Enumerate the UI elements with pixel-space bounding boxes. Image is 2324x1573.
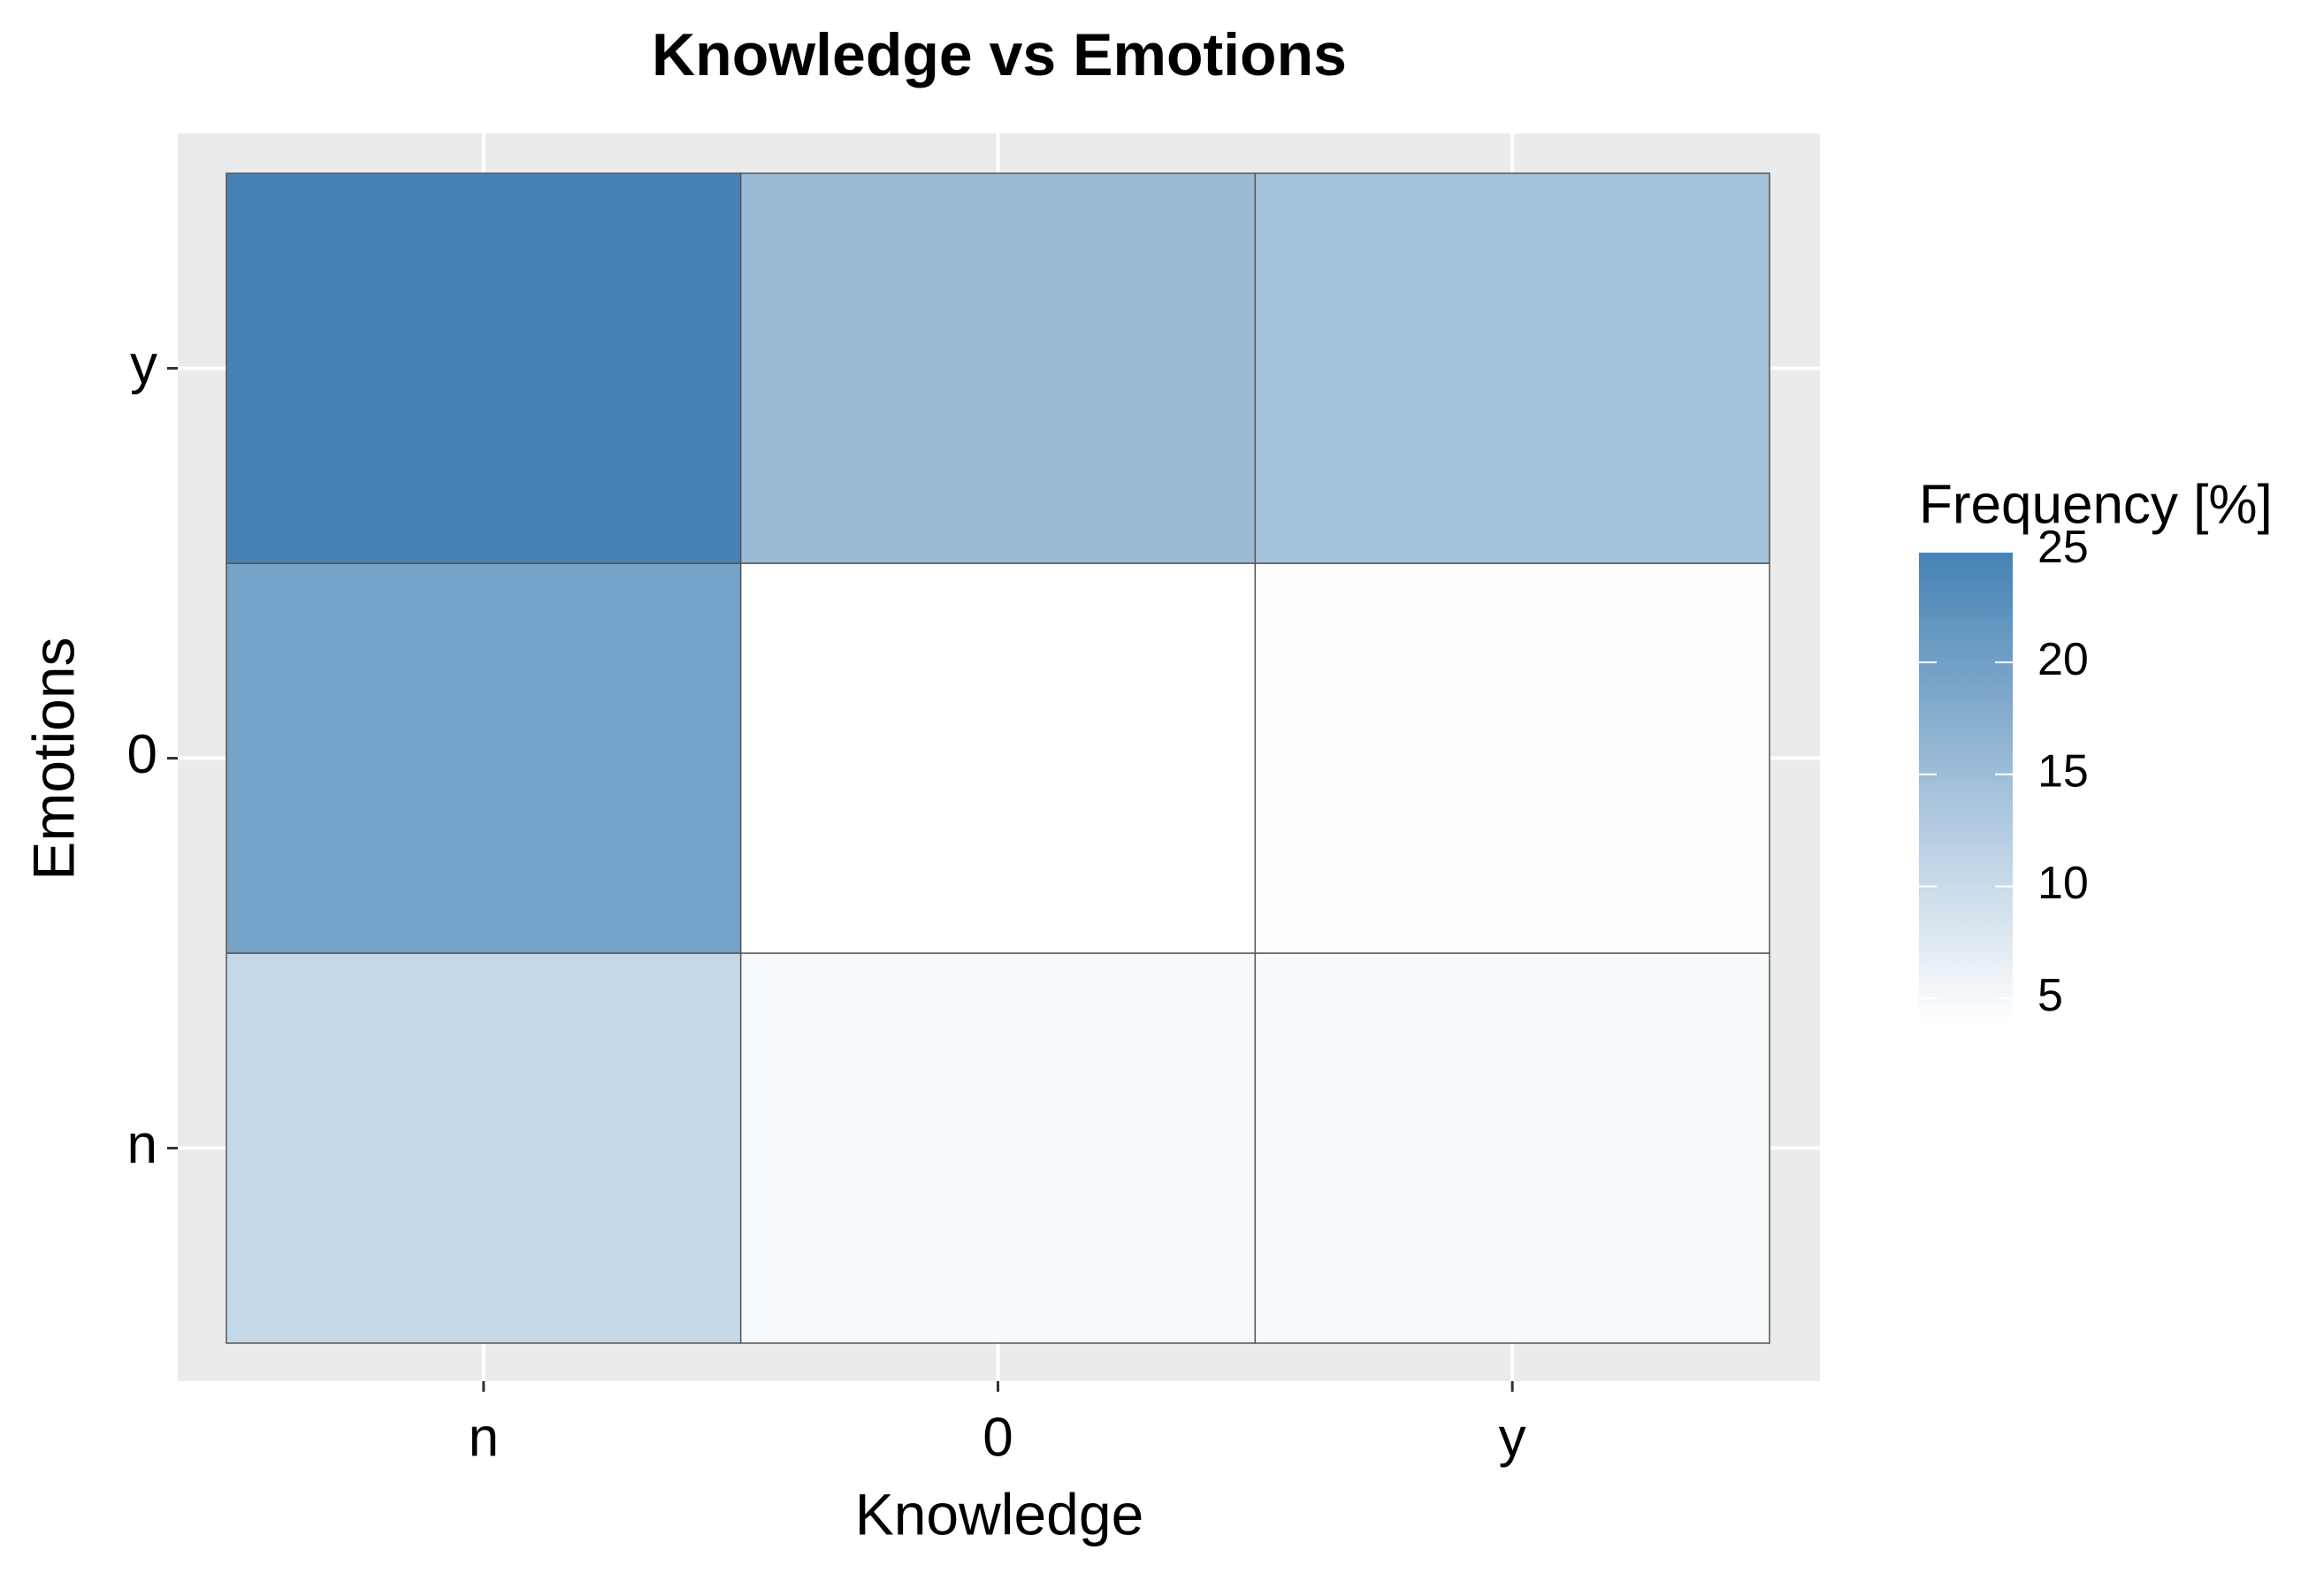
heatmap-cell [739, 172, 1257, 564]
heatmap-cell [226, 952, 742, 1344]
y-tick-label: n [127, 1114, 157, 1175]
y-axis-title: Emotions [20, 637, 86, 880]
heatmap-cell [226, 562, 742, 954]
colorbar-tick-label: 15 [2037, 746, 2089, 798]
x-tick-label: n [469, 1407, 499, 1468]
heatmap-cell [739, 952, 1257, 1344]
colorbar-tick-label: 20 [2037, 634, 2089, 685]
heatmap-cell [226, 172, 742, 564]
colorbar-tick-label: 5 [2037, 970, 2063, 1021]
legend-title: Frequency [%] [1919, 474, 2273, 535]
heatmap-cell [1254, 952, 1770, 1344]
colorbar-tick-label: 10 [2037, 858, 2089, 909]
colorbar [1919, 553, 2013, 1023]
heatmap-cell [739, 562, 1257, 954]
x-tick-label: 0 [982, 1407, 1013, 1468]
heatmap-cell [1254, 562, 1770, 954]
chart-title: Knowledge vs Emotions [652, 21, 1347, 88]
x-tick-label: y [1499, 1407, 1526, 1468]
x-axis-title: Knowledge [855, 1481, 1144, 1546]
heatmap-cell [1254, 172, 1770, 564]
colorbar-tick-label: 25 [2037, 522, 2089, 573]
y-tick-label: 0 [127, 724, 157, 785]
y-tick-label: y [130, 334, 157, 395]
